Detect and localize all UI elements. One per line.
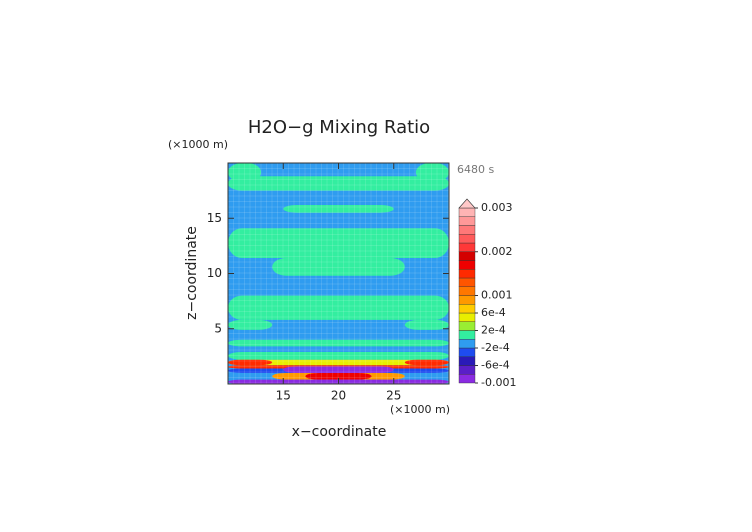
y-axis-label: z−coordinate [184,226,200,320]
colorbar-box [458,242,476,252]
y-tick-label: 10 [207,266,222,280]
contour-region [228,359,273,366]
contour-region [228,319,273,330]
x-axis-label: x−coordinate [292,424,387,440]
colorbar-box [458,312,476,322]
contour-region [305,372,372,380]
x-tick-label: 25 [386,389,401,403]
colorbar-box [458,260,476,270]
colorbar-box [458,304,476,314]
colorbar-box [458,216,476,226]
contour-region [283,366,394,373]
contour-region [228,176,449,191]
colorbar-box [458,330,476,340]
colorbar-box [458,277,476,287]
contour-region [228,359,449,366]
x-unit: (×1000 m) [390,403,450,416]
colorbar-extend [458,198,476,209]
colorbar-tick-label: 2e-4 [481,324,506,337]
colorbar-box [458,295,476,305]
contour-region [228,339,449,347]
axes: 15 20 25 5 10 15 [207,162,450,403]
colorbar: 0.003 0.002 0.001 6e-4 2e-4 -2e-4 -6e-4 -0.001 [458,198,516,389]
colorbar-box [458,321,476,331]
contour-region [404,359,449,366]
x-tick-label: 15 [276,389,291,403]
colorbar-tick-label: -0.001 [481,376,516,389]
colorbar-box [458,339,476,349]
chart-title: H2O−g Mixing Ratio [248,117,430,138]
colorbar-box [458,347,476,357]
colorbar-box [458,207,476,217]
colorbar-box [458,356,476,366]
colorbar-tick-label: -2e-4 [481,341,510,354]
colorbar-tick-label: -6e-4 [481,359,510,372]
time-label: 6480 s [457,163,494,176]
x-tick-label: 20 [331,389,346,403]
colorbar-box [458,251,476,261]
colorbar-tick-label: 0.003 [481,201,513,214]
contour-region [228,228,449,259]
contour-region [283,204,394,213]
colorbar-box [458,225,476,235]
y-tick-label: 5 [214,321,222,335]
contour-region [228,295,449,320]
contour-region [404,319,449,330]
colorbar-box [458,269,476,279]
contour-field [227,162,449,384]
y-tick-label: 15 [207,211,222,225]
colorbar-box [458,365,476,375]
contour-region [272,258,405,276]
colorbar-box [458,286,476,296]
contour-region [228,351,449,360]
colorbar-tick-label: 0.001 [481,289,513,302]
colorbar-box [458,374,476,384]
colorbar-box [458,234,476,244]
colorbar-tick-label: 6e-4 [481,306,506,319]
colorbar-tick-label: 0.002 [481,245,513,258]
y-unit: (×1000 m) [168,138,228,151]
